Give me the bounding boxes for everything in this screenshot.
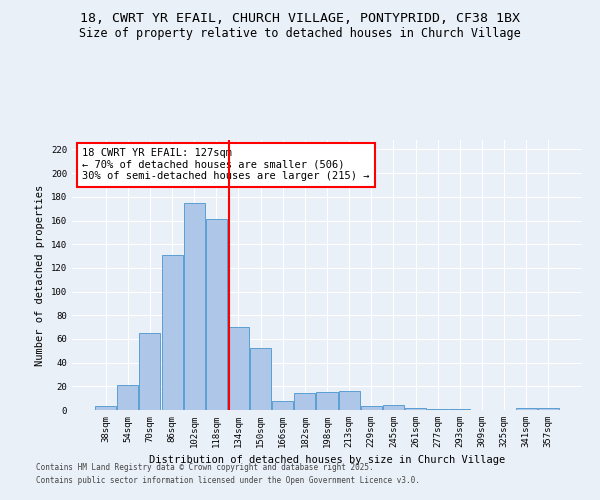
Bar: [139, 333, 160, 410]
X-axis label: Distribution of detached houses by size in Church Village: Distribution of detached houses by size …: [149, 456, 505, 466]
Bar: [295, 394, 316, 410]
Bar: [538, 408, 559, 410]
Text: Contains HM Land Registry data © Crown copyright and database right 2025.: Contains HM Land Registry data © Crown c…: [36, 464, 374, 472]
Bar: [228, 327, 249, 410]
Bar: [405, 408, 426, 410]
Text: Contains public sector information licensed under the Open Government Licence v3: Contains public sector information licen…: [36, 476, 420, 485]
Bar: [427, 409, 448, 410]
Bar: [206, 220, 227, 410]
Text: Size of property relative to detached houses in Church Village: Size of property relative to detached ho…: [79, 28, 521, 40]
Y-axis label: Number of detached properties: Number of detached properties: [35, 184, 46, 366]
Bar: [338, 391, 359, 410]
Bar: [272, 400, 293, 410]
Bar: [184, 203, 205, 410]
Bar: [95, 406, 116, 410]
Bar: [118, 385, 139, 410]
Bar: [383, 406, 404, 410]
Bar: [361, 406, 382, 410]
Text: 18, CWRT YR EFAIL, CHURCH VILLAGE, PONTYPRIDD, CF38 1BX: 18, CWRT YR EFAIL, CHURCH VILLAGE, PONTY…: [80, 12, 520, 26]
Bar: [316, 392, 338, 410]
Bar: [161, 255, 182, 410]
Text: 18 CWRT YR EFAIL: 127sqm
← 70% of detached houses are smaller (506)
30% of semi-: 18 CWRT YR EFAIL: 127sqm ← 70% of detach…: [82, 148, 370, 182]
Bar: [449, 409, 470, 410]
Bar: [515, 408, 536, 410]
Bar: [250, 348, 271, 410]
